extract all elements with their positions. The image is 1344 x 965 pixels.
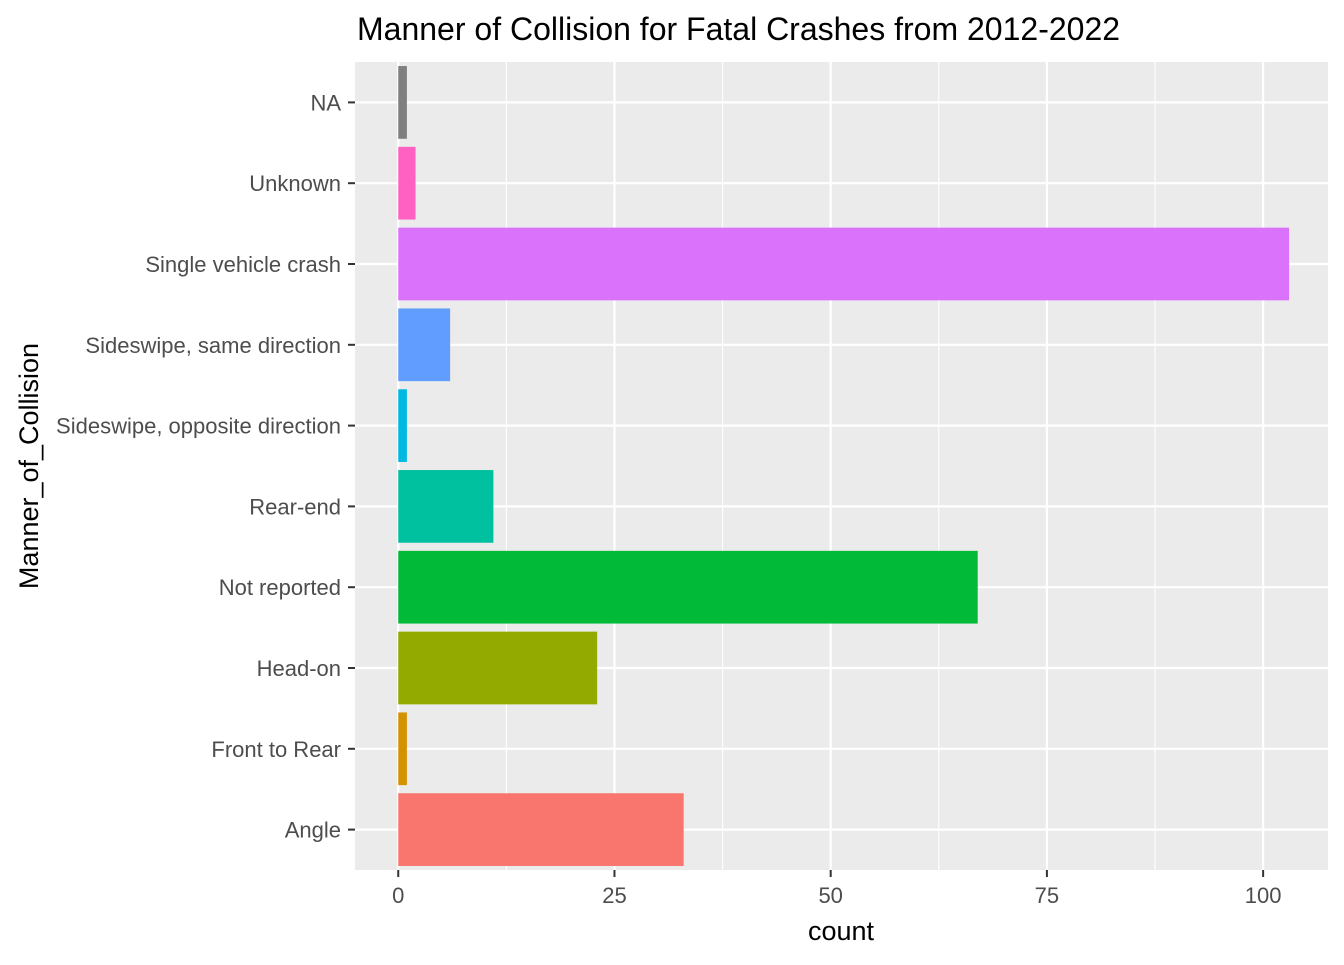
y-tick-label: Angle <box>285 818 341 843</box>
bar-layer <box>398 66 1290 866</box>
y-tick-label: Head-on <box>257 656 341 681</box>
y-axis-title: Manner_of_Collision <box>14 343 44 589</box>
bar-rear-end <box>398 470 494 543</box>
bar-sideswipe-opposite-direction <box>398 389 407 462</box>
axis-layer: Angle Front to Rear Head-on Not reported Rea… <box>56 90 1281 908</box>
bar-sideswipe-same-direction <box>398 308 451 382</box>
bar-angle <box>398 793 684 866</box>
x-tick-label: 100 <box>1245 883 1282 908</box>
bar-front-to-rear <box>398 712 407 786</box>
chart-title: Manner of Collision for Fatal Crashes fr… <box>357 11 1120 47</box>
y-tick-label: Not reported <box>219 575 341 600</box>
y-tick-label: Single vehicle crash <box>145 252 341 277</box>
y-tick-label: Sideswipe, opposite direction <box>56 414 341 439</box>
bar-head-on <box>398 631 598 705</box>
x-tick-label: 50 <box>818 883 842 908</box>
bar-not-reported <box>398 550 978 624</box>
x-tick-label: 25 <box>602 883 626 908</box>
y-tick-label: NA <box>310 90 341 115</box>
bar-na <box>398 66 407 139</box>
grid-layer <box>355 62 1328 870</box>
panel-background <box>355 62 1328 870</box>
x-tick-label: 75 <box>1035 883 1059 908</box>
y-tick-label: Front to Rear <box>211 737 341 762</box>
y-tick-label: Sideswipe, same direction <box>85 333 341 358</box>
x-axis-title: count <box>808 916 875 946</box>
bar-unknown <box>398 146 416 220</box>
bar-single-vehicle-crash <box>398 227 1290 301</box>
y-tick-label: Rear-end <box>249 494 341 519</box>
y-tick-label: Unknown <box>249 171 341 196</box>
x-tick-label: 0 <box>392 883 404 908</box>
